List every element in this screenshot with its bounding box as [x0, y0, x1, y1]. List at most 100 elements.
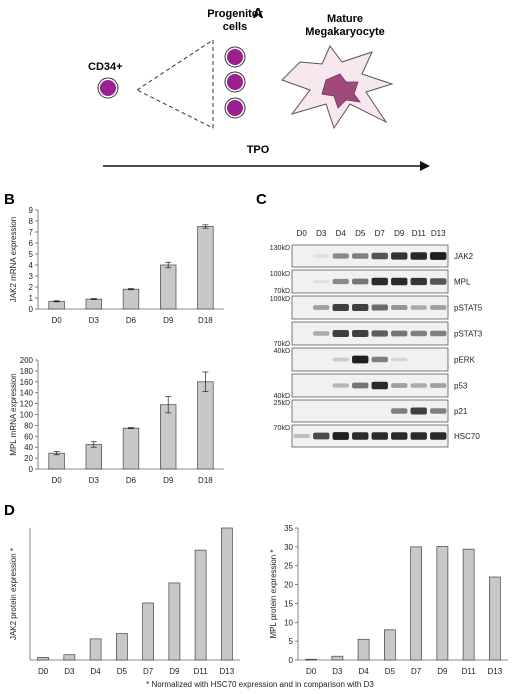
tpo-arrow-head-icon	[420, 161, 430, 171]
x-tick-label: D6	[126, 476, 137, 485]
y-tick-label: 0	[289, 656, 294, 665]
charts-layer: 0 1 2 3 4 5 6 7 8 9 JAK2 mRNA expression D0 D3 D6 D9 D1…	[9, 206, 508, 676]
y-tick-label: 5	[289, 637, 294, 646]
blot-frame	[291, 269, 449, 294]
blot-band	[391, 357, 408, 362]
bar	[305, 658, 317, 661]
blot-band	[293, 434, 310, 438]
blot-band	[371, 277, 388, 286]
mature-label-2: Megakaryocyte	[305, 26, 385, 38]
y-axis-label: MPL protein expression *	[269, 549, 278, 638]
lane-label: D4	[336, 229, 347, 238]
blot-band	[410, 252, 427, 260]
panel-b-letter: B	[4, 191, 15, 208]
y-tick-label: 9	[29, 206, 34, 215]
blot-frame	[291, 295, 449, 320]
blot-row-pstat3: pSTAT3 70kD	[274, 321, 483, 348]
blot-band	[391, 330, 408, 337]
blot-row-p21: p21 25kD	[274, 399, 468, 423]
y-tick-label: 0	[29, 465, 34, 474]
x-tick-label: D4	[91, 667, 102, 676]
y-tick-label: 80	[24, 421, 33, 430]
blot-band	[391, 277, 408, 286]
blot-band	[352, 382, 369, 389]
mature-label: Mature	[327, 13, 363, 25]
x-tick-label: D0	[38, 667, 49, 676]
bar	[197, 226, 214, 310]
blot-band	[410, 330, 427, 337]
blot-band	[371, 330, 388, 337]
blot-label: pSTAT5	[454, 304, 483, 313]
progenitor-cell-1-nucleus-icon	[227, 49, 243, 65]
y-tick-label: 0	[29, 305, 34, 314]
blot-band	[313, 432, 330, 440]
mw-marker: 40kD	[274, 348, 290, 355]
western-blot-panel: D0 D3 D4 D5 D7 D9 D11 D13JAK2130kDMPL100kD70kDp…	[270, 229, 483, 448]
mw-marker: 25kD	[274, 400, 290, 407]
blot-row-jak2: JAK2 130kD	[270, 244, 474, 268]
x-tick-label: D13	[220, 667, 235, 676]
blot-frame	[291, 424, 449, 448]
x-tick-label: D18	[198, 316, 213, 325]
y-tick-label: 140	[20, 389, 34, 398]
x-tick-label: D7	[411, 667, 422, 676]
x-tick-label: D3	[64, 667, 75, 676]
mw-marker: 100kD	[270, 296, 290, 303]
blot-band	[391, 305, 408, 310]
blot-frame	[291, 373, 449, 398]
blot-label: MPL	[454, 278, 471, 287]
blot-band	[410, 305, 427, 310]
y-tick-label: 180	[20, 367, 34, 376]
blot-band	[352, 278, 369, 285]
blot-band	[371, 432, 388, 440]
bar	[331, 655, 344, 661]
x-tick-label: D9	[169, 667, 180, 676]
blot-band	[313, 305, 330, 310]
blot-row-pstat5: pSTAT5 100kD	[270, 295, 483, 320]
y-axis-label: MPL mRNA expression	[9, 373, 18, 455]
mw-marker: 130kD	[270, 245, 290, 252]
chart-3: JAK2 protein expression * D0 D3 D4 D5 D7 D9 D11…	[9, 527, 240, 676]
mw-marker: 100kD	[270, 271, 290, 278]
x-tick-label: D9	[437, 667, 448, 676]
chart-1: 0 1 2 3 4 5 6 7 8 9 JAK2 mRNA expression D0 D3 D6 D9 D1…	[9, 206, 224, 325]
mw-marker: 70kD	[274, 425, 290, 432]
bar	[357, 638, 370, 661]
bar	[37, 657, 49, 661]
x-tick-label: D3	[332, 667, 343, 676]
x-tick-label: D3	[89, 316, 100, 325]
x-tick-label: D3	[89, 476, 100, 485]
blot-label: p53	[454, 382, 468, 391]
bar	[410, 546, 422, 661]
blot-band	[352, 253, 369, 259]
panel-d-letter: D	[4, 502, 15, 519]
y-tick-label: 35	[284, 524, 293, 533]
y-tick-label: 6	[29, 239, 34, 248]
y-tick-label: 20	[284, 581, 293, 590]
bar	[85, 444, 102, 470]
panel-c-letter: C	[256, 191, 267, 208]
bar	[89, 638, 102, 661]
progenitor-cell-2-nucleus-icon	[227, 74, 243, 90]
lane-label: D9	[394, 229, 405, 238]
y-tick-label: 200	[20, 356, 34, 365]
y-tick-label: 10	[284, 618, 293, 627]
bar	[436, 546, 449, 661]
blot-band	[352, 330, 369, 337]
bar	[160, 404, 177, 470]
blot-band	[391, 408, 408, 414]
x-tick-label: D6	[126, 316, 137, 325]
y-tick-label: 20	[24, 454, 33, 463]
x-tick-label: D4	[359, 667, 370, 676]
blot-band	[371, 356, 388, 363]
megakaryocyte-nucleus-icon	[321, 73, 361, 109]
blot-label: HSC70	[454, 432, 480, 441]
bar	[48, 452, 65, 470]
panel-a-schematic: A CD34+ Progenitor cells Mature Megakary…	[88, 5, 430, 171]
x-tick-label: D11	[462, 667, 477, 676]
lane-label: D11	[412, 229, 427, 238]
bar	[122, 427, 140, 470]
blot-label: pSTAT3	[454, 330, 483, 339]
blot-band	[332, 330, 349, 337]
bar	[48, 300, 65, 310]
